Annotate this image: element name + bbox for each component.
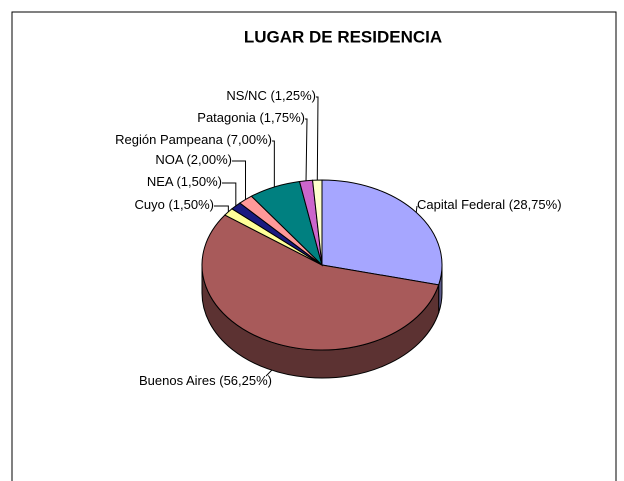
data-label: Buenos Aires (56,25%) bbox=[139, 373, 272, 388]
leader-line bbox=[214, 205, 229, 212]
leader-line bbox=[316, 96, 319, 181]
leader-line bbox=[272, 140, 275, 187]
value-label: (56,25%) bbox=[219, 373, 272, 388]
category-name: Patagonia bbox=[197, 110, 256, 125]
data-label: NS/NC (1,25%) bbox=[226, 88, 316, 103]
data-label: Región Pampeana (7,00%) bbox=[115, 132, 272, 147]
value-label: (1,50%) bbox=[168, 197, 214, 212]
labels: Capital Federal (28,75%) Buenos Aires (56… bbox=[115, 88, 561, 388]
category-name: NS/NC bbox=[226, 88, 266, 103]
value-label: (1,25%) bbox=[270, 88, 316, 103]
pie-slice bbox=[321, 179, 443, 286]
chart-frame bbox=[11, 11, 617, 481]
leader-line bbox=[415, 205, 418, 213]
value-label: (28,75%) bbox=[509, 197, 562, 212]
value-label: (2,00%) bbox=[186, 152, 232, 167]
leader-line bbox=[232, 160, 247, 200]
chart-title: LUGAR DE RESIDENCIA bbox=[244, 27, 442, 46]
data-label: Patagonia (1,75%) bbox=[197, 110, 305, 125]
category-name: Cuyo bbox=[134, 197, 164, 212]
data-label: Cuyo (1,50%) bbox=[134, 197, 214, 212]
category-name: Buenos Aires bbox=[139, 373, 216, 388]
value-label: (7,00%) bbox=[226, 132, 272, 147]
data-label: Capital Federal (28,75%) bbox=[417, 197, 562, 212]
leader-line bbox=[305, 118, 308, 181]
data-label: NOA (2,00%) bbox=[155, 152, 232, 167]
data-label: NEA (1,50%) bbox=[147, 174, 222, 189]
pie bbox=[201, 179, 443, 379]
pie-slice bbox=[201, 214, 440, 351]
leader-line bbox=[222, 182, 237, 206]
category-name: Capital Federal bbox=[417, 197, 505, 212]
value-label: (1,75%) bbox=[259, 110, 305, 125]
category-name: Región Pampeana bbox=[115, 132, 223, 147]
leader-line bbox=[265, 369, 273, 377]
category-name: NEA bbox=[147, 174, 174, 189]
category-name: NOA bbox=[155, 152, 184, 167]
value-label: (1,50%) bbox=[176, 174, 222, 189]
